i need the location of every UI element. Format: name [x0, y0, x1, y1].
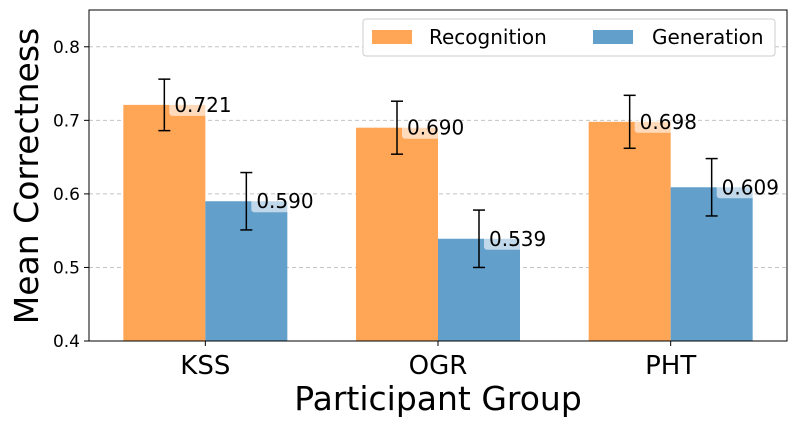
legend-frame — [362, 18, 776, 57]
data-label-bg-recognition-kss — [169, 98, 208, 116]
data-label-bg-recognition-ogr — [402, 121, 440, 139]
legend-label-generation: Generation — [652, 25, 764, 49]
x-tick-label-ogr: OGR — [409, 351, 468, 381]
data-label-generation-ogr: 0.539 — [489, 227, 546, 251]
y-tick-label-0.5: 0.5 — [53, 258, 80, 278]
data-labels-layer: 0.721 0.590 0.690 0.539 0.698 0.609 — [169, 93, 779, 251]
legend: Recognition Generation — [362, 18, 776, 57]
legend-swatch-generation — [593, 30, 633, 44]
data-label-bg-generation-ogr — [484, 232, 522, 250]
data-label-bg-generation-pht — [716, 181, 755, 199]
bars-layer — [123, 78, 753, 342]
data-label-recognition-pht: 0.698 — [640, 110, 697, 134]
y-tick-label-0.8: 0.8 — [53, 38, 80, 58]
y-axis-title: Mean Correctness — [7, 28, 46, 324]
data-label-recognition-kss: 0.721 — [174, 93, 231, 117]
data-label-bg-recognition-pht — [634, 115, 673, 133]
data-label-generation-pht: 0.609 — [722, 175, 779, 199]
y-tick-label-0.6: 0.6 — [53, 185, 80, 205]
x-tick-label-kss: KSS — [180, 351, 230, 381]
y-tick-label-0.7: 0.7 — [53, 111, 80, 131]
data-label-bg-generation-kss — [251, 195, 290, 213]
plot-frame — [88, 9, 788, 342]
data-label-generation-kss: 0.590 — [256, 189, 313, 213]
legend-swatch-recognition — [372, 30, 412, 44]
data-label-recognition-ogr: 0.690 — [407, 116, 464, 140]
legend-label-recognition: Recognition — [429, 25, 547, 49]
x-axis-title: Participant Group — [294, 379, 582, 418]
bar-recognition-pht — [588, 121, 671, 341]
x-tick-label-pht: PHT — [645, 351, 696, 381]
y-tick-label-0.4: 0.4 — [53, 332, 80, 352]
bar-recognition-ogr — [356, 127, 438, 341]
axes-layer: 0.4 0.5 0.6 0.7 0.8 KSS OGR PHT — [53, 9, 788, 381]
bar-recognition-kss — [123, 104, 206, 342]
